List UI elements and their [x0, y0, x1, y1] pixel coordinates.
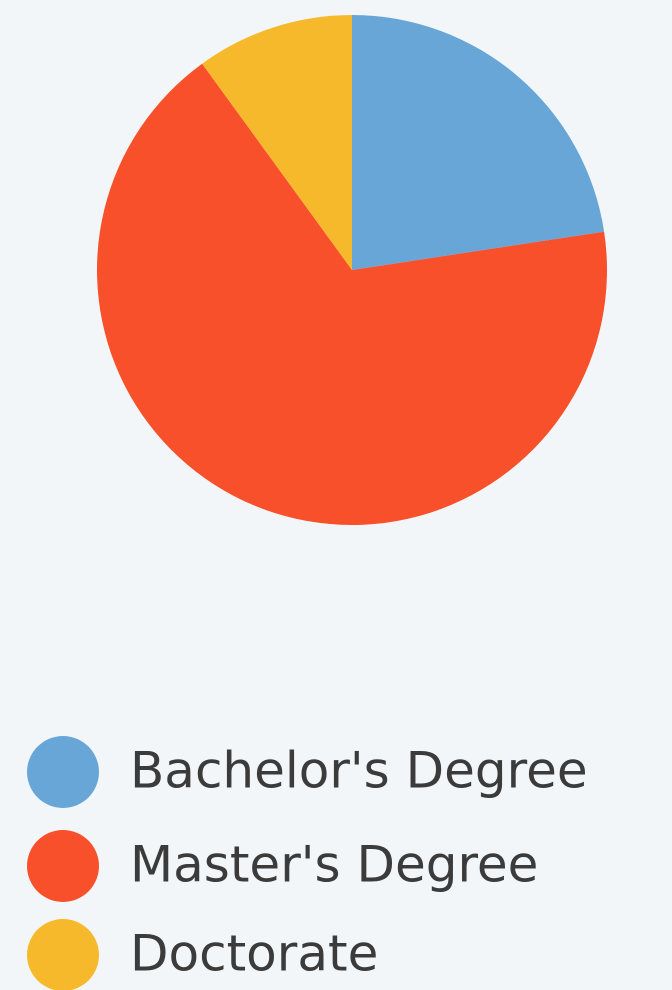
pie-slice: [97, 63, 607, 525]
pie: [97, 14, 607, 525]
legend: Bachelor's Degree Master's Degree Doctorat…: [27, 736, 588, 990]
legend-swatch: [27, 830, 99, 902]
legend-label: Bachelor's Degree: [130, 742, 588, 800]
legend-label: Master's Degree: [130, 836, 538, 894]
legend-swatch: [27, 736, 99, 808]
legend-label: Doctorate: [130, 925, 378, 983]
pie-slice: [202, 14, 352, 270]
legend-swatch: [27, 919, 99, 990]
pie-slice: [352, 15, 605, 270]
